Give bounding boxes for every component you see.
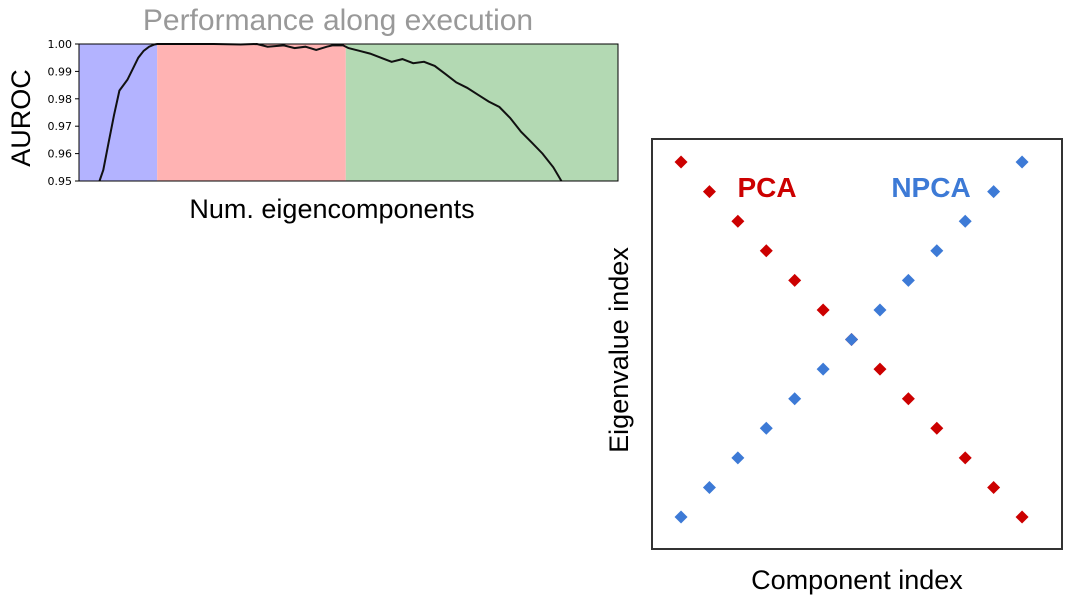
npca-point xyxy=(702,480,716,494)
auroc-x-axis-label: Num. eigencomponents xyxy=(189,194,474,224)
auroc-plot-frame xyxy=(78,43,619,182)
pca-point xyxy=(816,303,830,317)
npca-point xyxy=(958,214,972,228)
pca-point xyxy=(731,214,745,228)
pca-point xyxy=(759,244,773,258)
npca-point xyxy=(759,421,773,435)
npca-point xyxy=(845,333,859,347)
pca-point xyxy=(930,421,944,435)
pca-point xyxy=(901,392,915,406)
auroc-y-ticks: 0.95 0.96 0.97 0.98 0.99 1.00 xyxy=(48,38,79,188)
legend-npca: NPCA xyxy=(891,172,970,203)
scatter-plot-frame xyxy=(651,138,1063,550)
y-tick-label: 0.95 xyxy=(48,175,73,188)
region-2 xyxy=(157,44,346,181)
y-tick-label: 0.97 xyxy=(48,120,73,133)
eigenvalue-scatter-chart: PCA NPCA Component index Eigenvalue inde… xyxy=(604,138,1063,595)
scatter-points xyxy=(674,155,1029,524)
npca-point xyxy=(816,362,830,376)
y-tick-label: 0.96 xyxy=(48,148,73,161)
y-tick-label: 1.00 xyxy=(48,38,73,51)
scatter-x-axis-label: Component index xyxy=(751,565,963,595)
pca-point xyxy=(987,480,1001,494)
region-1 xyxy=(79,44,158,181)
npca-point xyxy=(873,303,887,317)
npca-point xyxy=(901,273,915,287)
npca-point xyxy=(731,451,745,465)
pca-point xyxy=(1015,510,1029,524)
auroc-chart: 0.95 0.96 0.97 0.98 0.99 1.00 Performance alo… xyxy=(6,4,619,224)
npca-point xyxy=(987,185,1001,199)
scatter-y-axis-label: Eigenvalue index xyxy=(604,247,634,453)
npca-point xyxy=(788,392,802,406)
legend-pca: PCA xyxy=(737,172,796,203)
execution-regions xyxy=(79,44,618,181)
pca-point xyxy=(674,155,688,169)
auroc-chart-title: Performance along execution xyxy=(143,4,533,37)
pca-point xyxy=(788,273,802,287)
pca-point xyxy=(702,185,716,199)
npca-point xyxy=(1015,155,1029,169)
y-tick-label: 0.98 xyxy=(48,93,73,106)
region-3 xyxy=(345,44,618,181)
npca-point xyxy=(674,510,688,524)
auroc-y-axis-label: AUROC xyxy=(6,69,36,167)
pca-point xyxy=(873,362,887,376)
y-tick-label: 0.99 xyxy=(48,65,73,78)
pca-point xyxy=(958,451,972,465)
auroc-line xyxy=(98,42,563,182)
npca-point xyxy=(930,244,944,258)
